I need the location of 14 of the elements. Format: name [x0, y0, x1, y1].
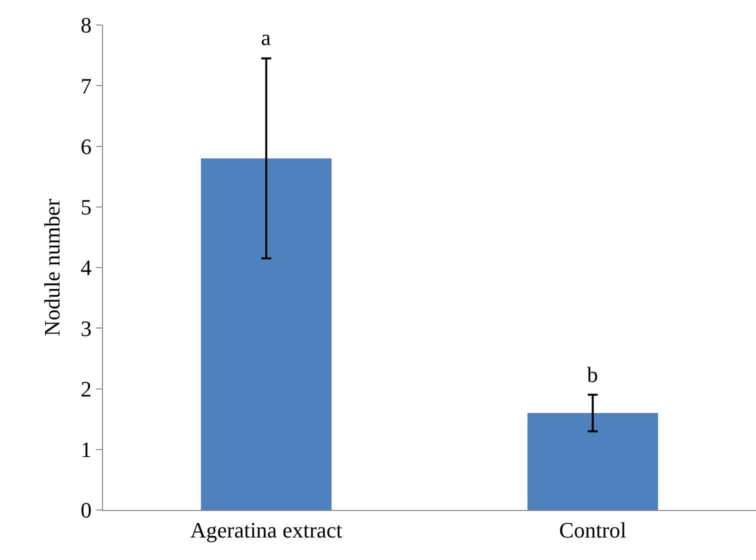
y-tick-label: 6	[80, 134, 92, 159]
y-tick-label: 4	[80, 255, 92, 280]
x-tick-label: Ageratina extract	[190, 517, 342, 542]
x-tick-label: Control	[559, 517, 626, 542]
y-tick-label: 7	[80, 73, 92, 98]
y-tick-label: 5	[80, 194, 92, 220]
y-tick-label: 1	[80, 437, 92, 462]
y-tick-label: 0	[80, 498, 92, 523]
y-tick-label: 2	[80, 376, 92, 402]
y-axis-title: Nodule number	[39, 198, 64, 336]
annotation: a	[261, 25, 271, 50]
y-tick-label: 3	[80, 316, 92, 341]
y-tick-label: 8	[80, 12, 92, 38]
annotation: b	[587, 362, 598, 387]
